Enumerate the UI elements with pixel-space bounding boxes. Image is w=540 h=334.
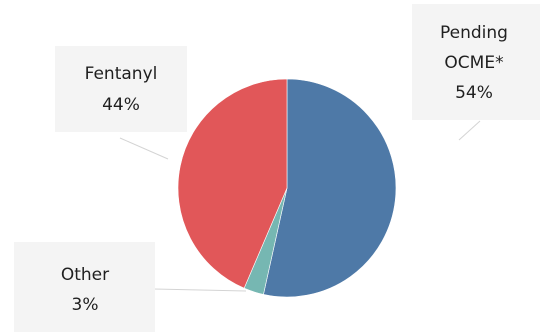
pie-slices <box>177 78 397 298</box>
leader-line-pending <box>458 120 481 141</box>
data-label-other-name: Other <box>61 265 109 285</box>
pie-slice-pending-ocme <box>263 78 397 298</box>
data-label-pending-ocme-value: 54% <box>455 83 493 103</box>
data-label-fentanyl: Fentanyl 44% <box>55 46 187 132</box>
data-label-pending-ocme: Pending OCME* 54% <box>412 4 540 120</box>
data-label-pending-ocme-name-line1: Pending <box>440 23 508 43</box>
data-label-other: Other 3% <box>14 242 155 332</box>
data-label-other-value: 3% <box>72 295 99 315</box>
pie-slice-fentanyl <box>177 78 288 289</box>
data-label-pending-ocme-name-line2: OCME* <box>444 53 503 73</box>
data-label-fentanyl-value: 44% <box>102 95 140 115</box>
data-label-fentanyl-name: Fentanyl <box>85 64 158 84</box>
leader-line-fentanyl <box>119 137 169 160</box>
leader-line-other <box>153 288 247 292</box>
